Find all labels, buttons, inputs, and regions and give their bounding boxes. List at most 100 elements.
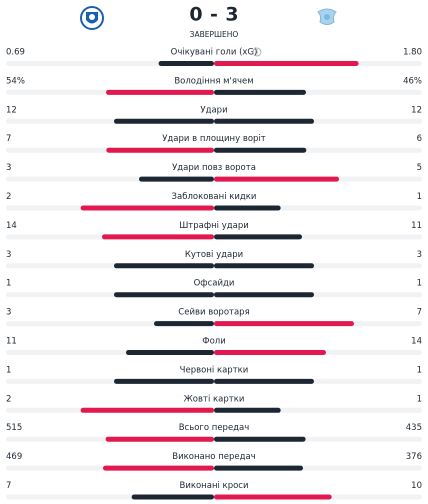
home-bar xyxy=(102,465,214,471)
stat-row: 7 10 Виконані кроси xyxy=(6,481,422,500)
away-bar xyxy=(214,494,332,500)
stat-label: Всього передач xyxy=(179,423,250,433)
stat-label: Удари в площину воріт xyxy=(162,134,266,144)
away-bar xyxy=(214,205,281,211)
stat-label: Фоли xyxy=(202,337,225,347)
away-value: 46% xyxy=(403,76,422,86)
home-bar xyxy=(102,234,214,240)
away-value: 1.80 xyxy=(403,48,422,58)
home-value: 469 xyxy=(6,452,22,462)
home-bar xyxy=(105,436,214,442)
home-bar xyxy=(114,263,214,269)
home-value: 515 xyxy=(6,423,22,433)
home-value: 3 xyxy=(6,250,11,260)
away-value: 435 xyxy=(406,423,422,433)
stat-row: 2 1 Жовті картки xyxy=(6,394,422,413)
away-value: 14 xyxy=(411,337,422,347)
away-bar xyxy=(214,436,306,442)
stat-label: Удари повз ворота xyxy=(172,163,256,173)
stat-row: 11 14 Фоли xyxy=(6,337,422,355)
stat-row: 3 5 Удари повз ворота xyxy=(6,163,422,182)
away-bar xyxy=(214,118,314,124)
home-score: 0 xyxy=(189,4,202,26)
stat-label: Виконано передач xyxy=(172,452,255,462)
home-value: 7 xyxy=(6,134,11,144)
info-dot xyxy=(256,49,258,51)
home-value: 7 xyxy=(6,481,11,491)
home-bar xyxy=(106,89,214,95)
info-icon xyxy=(252,47,262,57)
home-value: 3 xyxy=(6,163,11,173)
away-value: 1 xyxy=(417,365,422,375)
away-bar xyxy=(214,176,339,182)
match-status: ЗАВЕРШЕНО xyxy=(190,30,239,39)
away-value: 5 xyxy=(417,163,422,173)
home-value: 1 xyxy=(6,365,11,375)
stat-label: Червоні картки xyxy=(180,365,249,375)
away-bar xyxy=(214,89,306,95)
home-bar xyxy=(114,292,214,298)
away-bar xyxy=(214,321,354,327)
stat-label: Офсайди xyxy=(194,279,235,289)
stats-list: 0.69 1.80 Очікувані голи (xG) 54% 46% Володін… xyxy=(6,48,422,500)
home-value: 12 xyxy=(6,105,17,115)
away-value: 1 xyxy=(417,192,422,202)
stat-row: 1 1 Офсайди xyxy=(6,279,422,298)
away-value: 1 xyxy=(417,279,422,289)
home-bar xyxy=(114,378,214,384)
home-bar xyxy=(80,407,215,413)
away-value: 12 xyxy=(411,105,422,115)
home-value: 3 xyxy=(6,308,11,318)
home-value: 2 xyxy=(6,394,11,404)
stat-row: 12 12 Удари xyxy=(6,105,422,124)
stat-label: Володіння м'ячем xyxy=(174,76,253,86)
away-value: 1 xyxy=(417,394,422,404)
home-bar xyxy=(126,350,214,355)
stat-row: 0.69 1.80 Очікувані голи (xG) xyxy=(6,47,422,66)
home-value: 14 xyxy=(6,221,17,231)
away-value: 10 xyxy=(411,481,422,491)
home-bar xyxy=(80,205,215,211)
away-value: 7 xyxy=(417,308,422,318)
stat-row: 469 376 Виконано передач xyxy=(6,452,422,471)
away-bar xyxy=(214,292,314,298)
stat-label: Заблоковані кидки xyxy=(172,192,257,202)
away-value: 11 xyxy=(411,221,422,231)
home-bar xyxy=(154,321,214,327)
stat-label: Удари xyxy=(200,105,227,115)
home-bar xyxy=(139,176,214,182)
home-value: 11 xyxy=(6,337,17,347)
away-bar xyxy=(214,61,359,66)
home-value: 1 xyxy=(6,279,11,289)
info-circle xyxy=(252,47,262,57)
away-value: 3 xyxy=(417,250,422,260)
away-value: 376 xyxy=(406,452,422,462)
stat-label: Штрафні удари xyxy=(179,221,249,231)
home-bar xyxy=(131,494,214,500)
stat-row: 2 1 Заблоковані кидки xyxy=(6,192,422,211)
stat-label: Сейви воротаря xyxy=(178,308,249,318)
home-value: 0.69 xyxy=(6,48,25,58)
away-value: 6 xyxy=(417,134,422,144)
stat-row: 7 6 Удари в площину воріт xyxy=(6,134,422,153)
home-bar xyxy=(114,118,214,124)
away-bar xyxy=(214,350,326,355)
stat-label: Виконані кроси xyxy=(179,481,248,491)
home-value: 2 xyxy=(6,192,11,202)
away-bar xyxy=(214,263,314,269)
stat-row: 3 7 Сейви воротаря xyxy=(6,308,422,327)
stat-row: 1 1 Червоні картки xyxy=(6,365,422,384)
away-logo xyxy=(317,8,337,25)
away-bar xyxy=(214,407,281,413)
home-bar xyxy=(158,61,214,66)
away-bar xyxy=(214,147,307,153)
stat-label: Жовті картки xyxy=(184,394,245,404)
away-bar xyxy=(214,465,303,471)
home-logo xyxy=(80,6,104,30)
score-separator: - xyxy=(210,4,218,26)
away-bar xyxy=(214,234,302,240)
home-value: 54% xyxy=(6,76,25,86)
stat-row: 54% 46% Володіння м'ячем xyxy=(6,76,422,95)
away-bar xyxy=(214,378,314,384)
